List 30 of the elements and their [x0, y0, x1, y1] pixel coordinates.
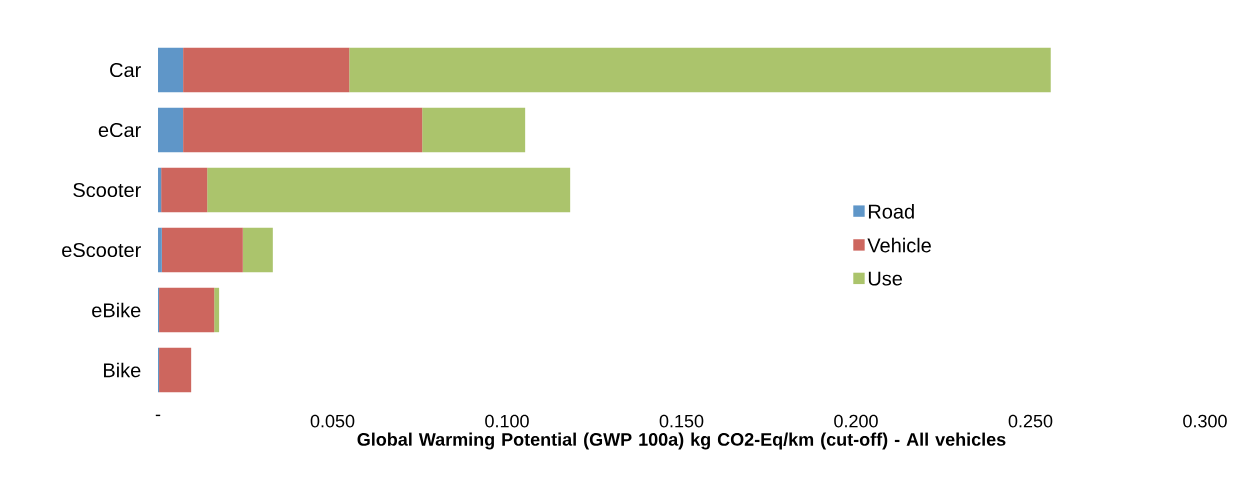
x-tick-label: 0.250: [1008, 414, 1053, 428]
legend-label: Vehicle: [867, 237, 931, 253]
x-tick-label: 0.300: [1183, 414, 1227, 428]
y-tick-label: Car: [110, 62, 141, 78]
bar: [207, 167, 571, 213]
legend-label: Road: [868, 204, 914, 219]
x-tick-label: 0.200: [834, 414, 878, 428]
x-tick-label: 0.050: [310, 414, 355, 428]
bar: [159, 287, 215, 333]
bar: [161, 167, 208, 213]
x-tick-label: 0.100: [485, 414, 529, 428]
y-tick-label: Scooter: [73, 182, 141, 198]
y-tick-label: Bike: [104, 362, 141, 378]
bar: [422, 107, 526, 153]
y-tick-label: eScooter: [62, 242, 141, 258]
bar: [159, 347, 192, 393]
bar: [242, 227, 273, 273]
bar: [183, 107, 423, 153]
x-axis-title: Global Warming Potential (GWP 100a) kg CO2-Eq/km (cut-off) - All vehicles: [357, 432, 1006, 450]
bar: [161, 227, 243, 273]
x-tick-label: 0.150: [659, 414, 704, 428]
bar: [214, 287, 220, 333]
bar: [349, 47, 1051, 93]
y-tick-label: eCar: [98, 122, 141, 138]
bar: [158, 47, 184, 93]
legend-label: Use: [868, 271, 902, 286]
y-tick-label: eBike: [92, 302, 141, 318]
bar: [183, 47, 350, 93]
bar: [158, 107, 184, 153]
x-tick-label: -: [155, 414, 161, 417]
